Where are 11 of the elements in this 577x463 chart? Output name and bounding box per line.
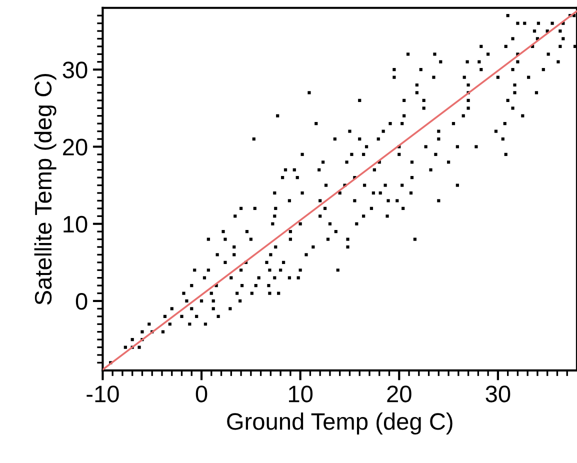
x-tick-label: 30 xyxy=(486,386,510,402)
x-tick-label: 0 xyxy=(196,386,208,402)
x-tick-label: -10 xyxy=(86,386,119,402)
x-axis-title: Ground Temp (deg C) xyxy=(227,412,452,435)
y-axis-title: Satellite Temp (deg C) xyxy=(34,74,56,305)
y-tick-label: 0 xyxy=(76,293,88,310)
x-tick-label: 10 xyxy=(289,386,313,402)
y-tick-label: 20 xyxy=(63,138,88,156)
y-tick-label: 30 xyxy=(62,62,88,78)
y-tick-label: 10 xyxy=(64,216,88,233)
x-tick-label: 20 xyxy=(387,386,412,402)
